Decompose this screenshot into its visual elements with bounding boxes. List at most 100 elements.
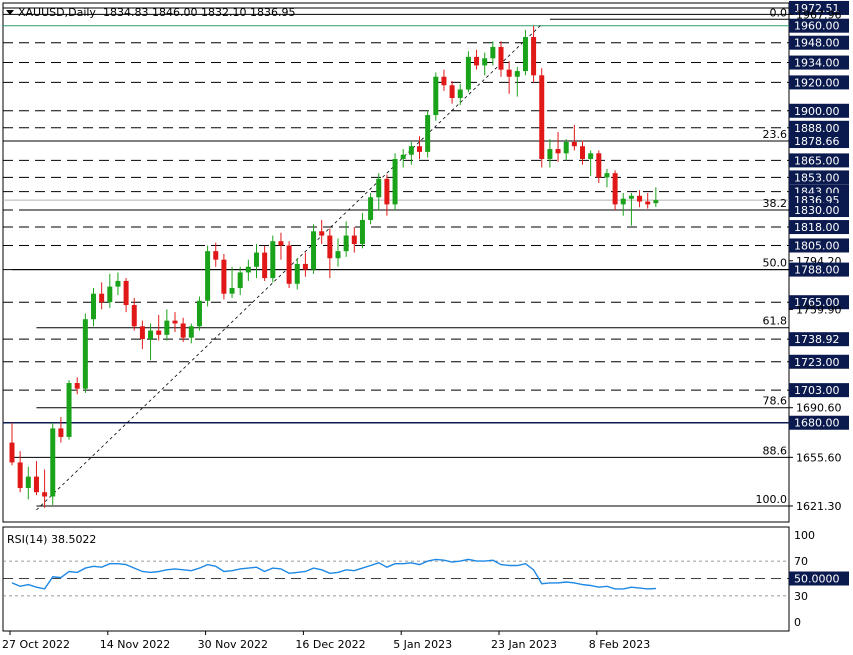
price-tick-label: 1759.90 bbox=[796, 303, 842, 316]
candle-body bbox=[490, 46, 496, 59]
candle bbox=[645, 193, 651, 209]
candle bbox=[254, 244, 259, 279]
price-level-box bbox=[789, 354, 849, 369]
price-level-label: 1960.00 bbox=[794, 20, 840, 33]
candle bbox=[433, 72, 439, 121]
candle-body bbox=[368, 197, 374, 220]
candle-body bbox=[612, 173, 618, 205]
candle bbox=[474, 49, 480, 70]
rsi-level-box bbox=[789, 571, 849, 586]
candle bbox=[148, 323, 154, 361]
candle-body bbox=[531, 37, 537, 76]
rsi-indicator: 50.0000 100 70 30 0 bbox=[3, 529, 849, 629]
candle bbox=[123, 278, 129, 313]
candle bbox=[563, 139, 569, 161]
candle bbox=[400, 149, 406, 168]
candle-body bbox=[237, 272, 243, 289]
candle bbox=[66, 380, 72, 440]
price-level-box bbox=[789, 153, 849, 168]
candle-body bbox=[596, 153, 602, 178]
candle bbox=[628, 193, 634, 226]
fibonacci-level-label: 50.0 bbox=[763, 257, 788, 270]
price-level-box bbox=[789, 134, 849, 149]
candle bbox=[262, 245, 268, 281]
candle-body bbox=[555, 149, 561, 154]
price-level-label: 1738.92 bbox=[794, 333, 840, 346]
candle-body bbox=[637, 195, 643, 202]
candle-body bbox=[221, 259, 227, 294]
price-level-label: 1865.00 bbox=[794, 154, 840, 167]
candle-body bbox=[156, 330, 162, 335]
candle-body bbox=[514, 71, 520, 77]
fibonacci-level-label: 38.2 bbox=[763, 197, 788, 210]
candle bbox=[131, 297, 137, 331]
candle bbox=[359, 212, 365, 249]
candle bbox=[653, 187, 659, 208]
candle bbox=[33, 461, 39, 496]
candle-body bbox=[262, 252, 268, 279]
price-tick-label: 1690.60 bbox=[796, 402, 842, 415]
candle-body bbox=[74, 383, 80, 389]
candle-body bbox=[286, 245, 292, 284]
rsi-tick-label: 100 bbox=[794, 529, 815, 542]
price-level-box bbox=[789, 103, 849, 118]
price-level-box bbox=[789, 170, 849, 185]
time-label: 23 Jan 2023 bbox=[491, 638, 557, 651]
candle-body bbox=[254, 252, 259, 267]
candle bbox=[539, 68, 545, 168]
candle bbox=[351, 227, 357, 253]
candle-body bbox=[441, 76, 447, 86]
time-label: 16 Dec 2022 bbox=[295, 638, 365, 651]
price-level-label: 1878.66 bbox=[794, 135, 840, 148]
candle bbox=[229, 266, 235, 298]
candle-body bbox=[498, 46, 504, 70]
candle-body bbox=[408, 146, 414, 155]
candle-body bbox=[645, 201, 651, 205]
time-label: 30 Nov 2022 bbox=[198, 638, 268, 651]
fibonacci-level-label: 0.0 bbox=[770, 6, 788, 19]
candle bbox=[25, 466, 31, 500]
candle bbox=[441, 69, 447, 91]
candle bbox=[368, 193, 374, 225]
candle bbox=[490, 41, 496, 66]
fibonacci-level-label: 61.8 bbox=[763, 315, 788, 328]
price-level-label: 1972.51 bbox=[794, 2, 840, 15]
price-level-label: 1680.00 bbox=[794, 417, 840, 430]
candle bbox=[547, 139, 553, 168]
candle bbox=[514, 66, 520, 97]
candle bbox=[74, 377, 80, 395]
rsi-tick-label: 0 bbox=[794, 616, 801, 629]
candle-body bbox=[571, 141, 577, 147]
candle bbox=[115, 272, 121, 296]
candle bbox=[172, 312, 178, 332]
rsi-tick-label: 30 bbox=[794, 590, 808, 603]
candle-body bbox=[131, 305, 137, 327]
candle bbox=[311, 224, 317, 274]
dropdown-icon[interactable] bbox=[6, 10, 14, 15]
candle-body bbox=[33, 476, 39, 493]
candle-body bbox=[620, 198, 626, 205]
price-level-label: 1900.00 bbox=[794, 105, 840, 118]
candle-body bbox=[465, 56, 471, 90]
candle bbox=[286, 241, 292, 289]
candle-body bbox=[205, 251, 211, 301]
candle-body bbox=[482, 58, 488, 66]
rsi-tick-label: 70 bbox=[794, 555, 808, 568]
candle bbox=[278, 232, 284, 260]
candle bbox=[294, 258, 300, 290]
candle bbox=[384, 174, 390, 216]
candle-body bbox=[311, 231, 317, 270]
time-label: 5 Jan 2023 bbox=[393, 638, 452, 651]
price-level-label: 1723.00 bbox=[794, 356, 840, 369]
price-level-label: 1818.00 bbox=[794, 221, 840, 234]
price-level-box bbox=[789, 35, 849, 50]
price-panel bbox=[2, 2, 790, 523]
price-level-label: 1853.00 bbox=[794, 171, 840, 184]
candle-body bbox=[588, 153, 594, 159]
candle-body bbox=[229, 288, 235, 294]
price-level-box bbox=[789, 220, 849, 235]
candle-body bbox=[547, 149, 553, 159]
fibonacci-level-label: 100.0 bbox=[756, 493, 788, 506]
candle-body bbox=[245, 266, 251, 273]
candle-body bbox=[50, 428, 56, 497]
